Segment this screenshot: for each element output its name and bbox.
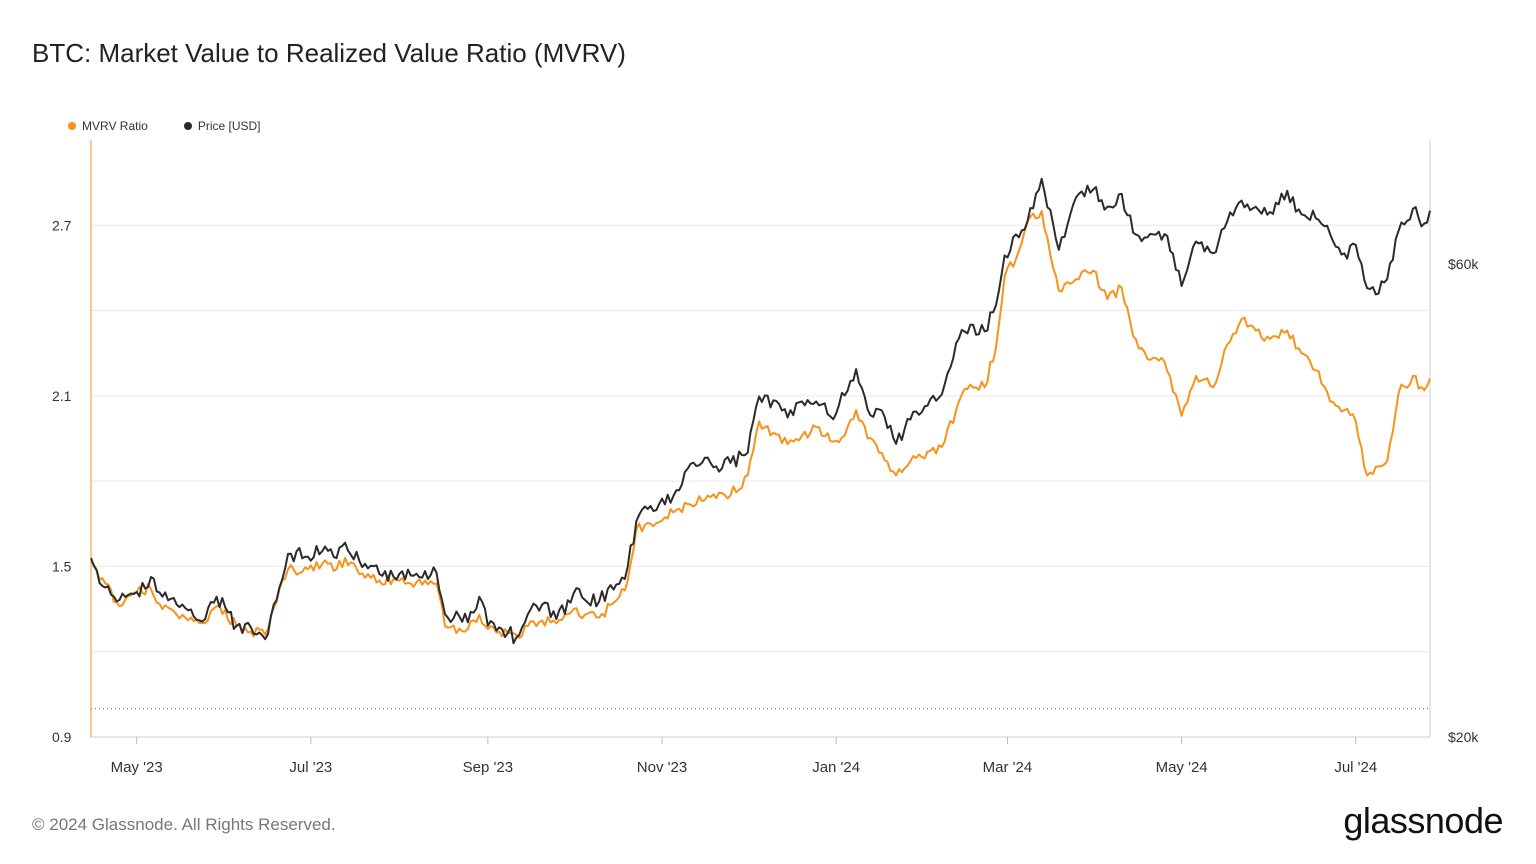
copyright-footer: © 2024 Glassnode. All Rights Reserved. bbox=[32, 815, 336, 834]
y-left-tick-label: 2.7 bbox=[52, 217, 72, 233]
x-tick-label: Mar '24 bbox=[983, 759, 1033, 776]
chart-legend: MVRV Ratio Price [USD] bbox=[68, 119, 261, 133]
x-tick-label: May '24 bbox=[1156, 759, 1208, 776]
x-tick-label: Jan '24 bbox=[812, 759, 860, 776]
y-left-tick-label: 0.9 bbox=[52, 729, 72, 745]
legend-swatch-mvrv bbox=[68, 122, 76, 130]
y-right-tick-label: $60k bbox=[1448, 256, 1479, 272]
legend-item-price[interactable]: Price [USD] bbox=[183, 119, 261, 133]
y-left-tick-label: 2.1 bbox=[52, 388, 72, 404]
x-tick-label: Sep '23 bbox=[463, 759, 513, 776]
series-line-mvrv bbox=[90, 210, 1431, 639]
legend-swatch-price bbox=[183, 122, 192, 130]
legend-item-mvrv[interactable]: MVRV Ratio bbox=[68, 119, 148, 133]
y-right-tick-label: $20k bbox=[1448, 729, 1479, 745]
chart-title: BTC: Market Value to Realized Value Rati… bbox=[32, 38, 626, 68]
glassnode-logo: glassnode bbox=[1343, 800, 1503, 841]
x-tick-label: Jul '23 bbox=[289, 759, 332, 776]
series-line-price bbox=[90, 177, 1431, 645]
x-tick-label: Nov '23 bbox=[637, 759, 687, 776]
x-tick-label: May '23 bbox=[111, 759, 163, 776]
x-tick-label: Jul '24 bbox=[1334, 759, 1377, 776]
y-left-tick-label: 1.5 bbox=[52, 558, 72, 574]
legend-label-price: Price [USD] bbox=[197, 119, 261, 133]
legend-label-mvrv: MVRV Ratio bbox=[82, 119, 148, 133]
